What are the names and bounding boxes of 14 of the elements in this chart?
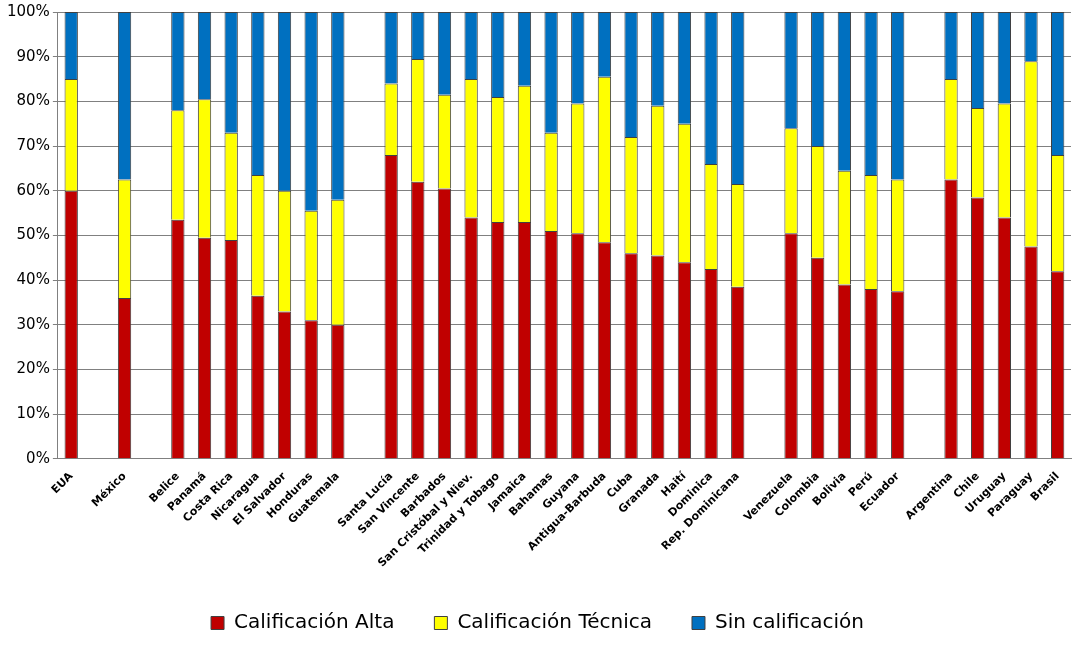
legend-label: Calificación Técnica: [457, 609, 652, 634]
y-tick-label: 30%: [16, 314, 50, 333]
y-tick-label: 70%: [16, 135, 50, 154]
y-tick-label: 20%: [16, 359, 50, 378]
y-tick-label: 50%: [16, 225, 50, 244]
y-tick-label: 80%: [16, 91, 50, 110]
y-tick-label: 100%: [6, 1, 50, 20]
legend-label: Calificación Alta: [234, 609, 395, 634]
y-tick-label: 90%: [16, 46, 50, 65]
y-tick-label: 0%: [26, 448, 50, 467]
y-tick-label: 60%: [16, 180, 50, 199]
legend-label: Sin calificación: [714, 609, 864, 634]
y-tick-label: 10%: [16, 404, 50, 423]
y-tick-label: 40%: [16, 270, 50, 289]
